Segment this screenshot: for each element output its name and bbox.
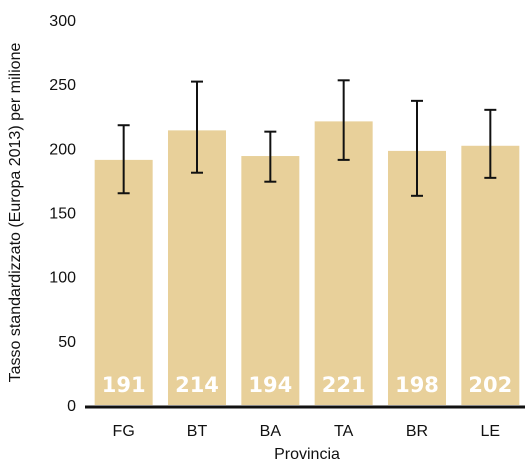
bar-value-label: 214 — [175, 373, 219, 397]
x-tick-label: LE — [481, 423, 501, 440]
x-axis-title: Provincia — [274, 446, 340, 463]
error-bar-br — [411, 99, 423, 197]
bars — [94, 121, 520, 405]
y-tick-label: 250 — [49, 77, 76, 94]
bar-ta — [314, 121, 373, 405]
y-tick-label: 200 — [49, 141, 76, 158]
y-tick-label: 50 — [58, 334, 76, 351]
error-bar-fg — [117, 124, 130, 195]
y-tick-label: 300 — [49, 13, 76, 30]
bar-value-label: 221 — [322, 373, 366, 397]
error-bars — [117, 79, 497, 197]
x-tick-label: BT — [187, 423, 208, 440]
y-axis-title: Tasso standardizzato (Europa 2013) per m… — [7, 43, 24, 383]
error-bar-bt — [191, 80, 203, 174]
y-tick-label: 0 — [67, 398, 76, 415]
x-axis-tick-labels: FG BT BA TA BR LE — [113, 423, 501, 440]
error-bar-le — [484, 108, 497, 179]
bar-fg — [94, 159, 153, 405]
error-bar-ta — [337, 79, 350, 161]
x-tick-label: BA — [260, 423, 282, 440]
error-bar-ba — [264, 130, 277, 183]
y-axis-tick-labels: 0 50 100 150 200 250 300 — [49, 13, 76, 415]
bar-value-labels: 191 214 194 221 198 202 — [102, 373, 513, 397]
bar-value-label: 198 — [395, 373, 439, 397]
x-tick-label: FG — [113, 423, 135, 440]
bar-value-label: 191 — [102, 373, 146, 397]
bar-bt — [168, 130, 226, 405]
y-tick-label: 150 — [49, 206, 76, 223]
y-tick-label: 100 — [49, 270, 76, 287]
bar-value-label: 194 — [248, 373, 292, 397]
bar-value-label: 202 — [468, 373, 512, 397]
x-tick-label: BR — [406, 423, 428, 440]
x-tick-label: TA — [334, 423, 354, 440]
bar-le — [461, 145, 520, 405]
bar-ba — [241, 156, 300, 405]
